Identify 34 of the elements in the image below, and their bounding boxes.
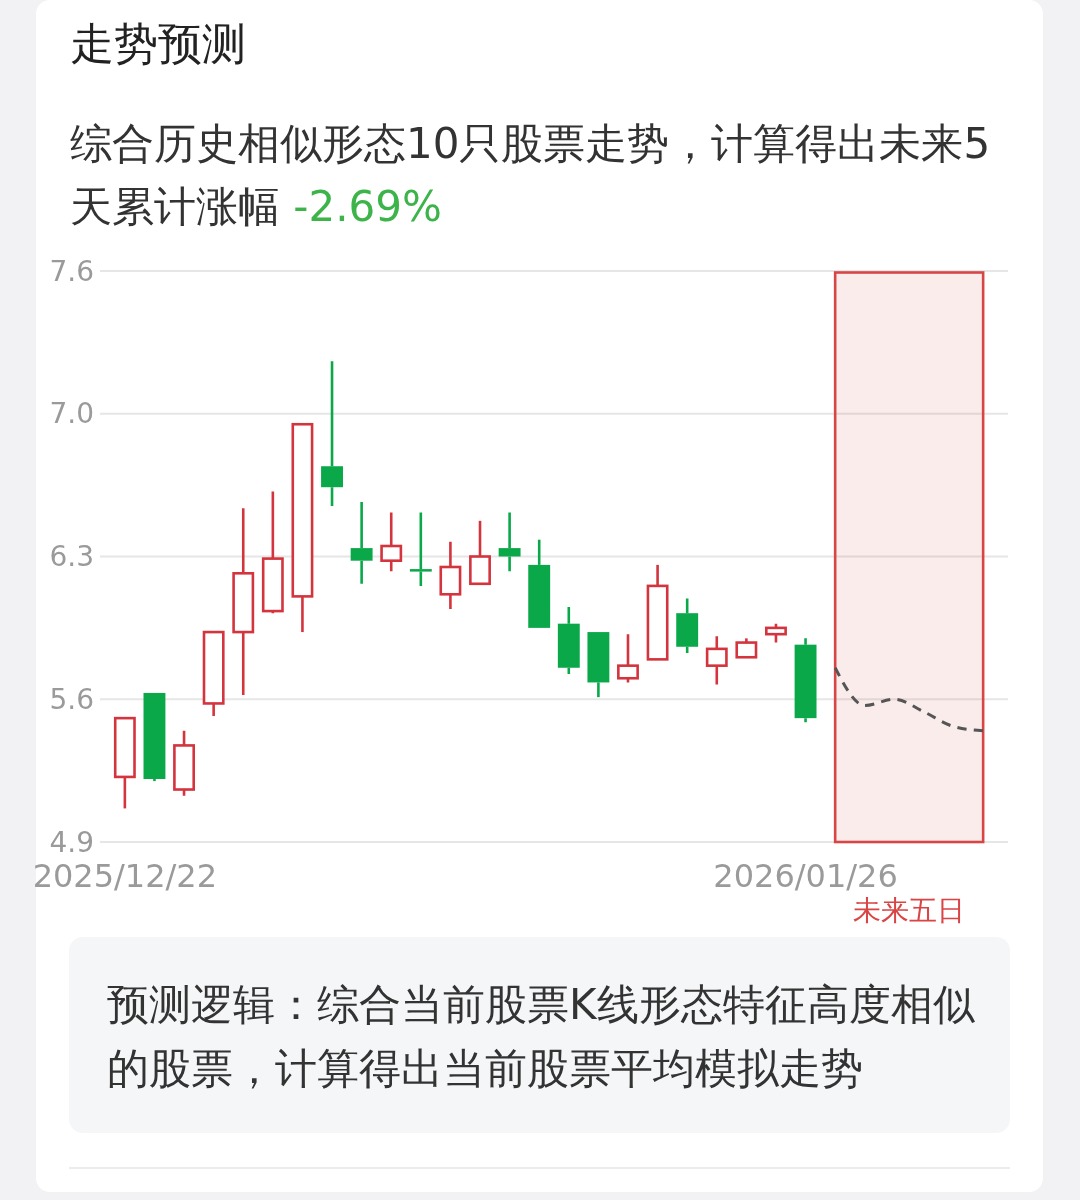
- candlestick: [173, 729, 195, 798]
- y-tick-label: 5.6: [49, 682, 94, 716]
- candlestick: [646, 563, 669, 661]
- candlestick: [617, 632, 639, 684]
- candlestick: [291, 422, 314, 634]
- candlestick: [261, 490, 284, 615]
- candlestick: [498, 511, 521, 573]
- candlestick: [380, 511, 403, 573]
- candlestick: [587, 632, 610, 699]
- chart-title: 走势预测: [70, 18, 246, 69]
- candlestick: [794, 637, 817, 724]
- candlestick: [557, 605, 580, 676]
- candlestick: [113, 716, 136, 810]
- x-tick-label: 2025/12/22: [32, 857, 218, 895]
- candlestick: [143, 692, 166, 783]
- y-tick-label: 6.3: [49, 540, 94, 573]
- candlestick: [676, 597, 699, 655]
- candlestick: [232, 506, 255, 697]
- y-tick-label: 7.0: [49, 397, 94, 431]
- candlestick: [439, 540, 462, 611]
- candlestick: [705, 634, 728, 686]
- chart-subtitle: 综合历史相似形态10只股票走势，计算得出未来5天累计涨幅 -2.69%: [70, 119, 991, 231]
- y-tick-label: 4.9: [49, 825, 94, 859]
- y-tick-label: 7.6: [49, 254, 94, 288]
- text: 预测逻辑：综合当前股票K线形态特征高度相似的股票，计算得出当前股票平均模拟走势: [107, 980, 975, 1093]
- text: 未来五日: [853, 894, 966, 927]
- candlestick: [469, 519, 491, 586]
- line-series: [833, 666, 985, 733]
- candlestick: [528, 538, 551, 628]
- candlestick: [321, 359, 343, 508]
- candlestick: [202, 630, 225, 718]
- x-tick-label: 2026/01/26: [713, 857, 898, 895]
- candlestick: [350, 500, 373, 586]
- candlestick: [409, 511, 432, 588]
